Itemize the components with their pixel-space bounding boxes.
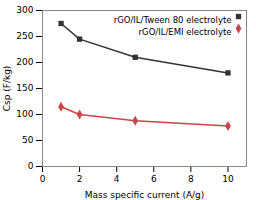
svg-text:4: 4 xyxy=(114,174,120,184)
svg-text:250: 250 xyxy=(16,31,33,41)
svg-text:Csp (F/kg): Csp (F/kg) xyxy=(2,66,12,112)
svg-text:Mass specific current (A/g): Mass specific current (A/g) xyxy=(85,190,205,200)
svg-text:0: 0 xyxy=(40,174,46,184)
svg-text:0: 0 xyxy=(28,161,34,171)
svg-text:2: 2 xyxy=(77,174,83,184)
svg-text:rGO/IL/EMI electrolyte: rGO/IL/EMI electrolyte xyxy=(139,27,232,37)
svg-text:6: 6 xyxy=(151,174,157,184)
svg-text:200: 200 xyxy=(16,57,33,67)
svg-text:150: 150 xyxy=(16,83,33,93)
svg-text:10: 10 xyxy=(222,174,234,184)
svg-text:8: 8 xyxy=(188,174,194,184)
svg-text:50: 50 xyxy=(22,135,34,145)
svg-text:100: 100 xyxy=(16,109,33,119)
svg-text:rGO/IL/Tween 80 electrolyte: rGO/IL/Tween 80 electrolyte xyxy=(114,15,232,25)
svg-text:300: 300 xyxy=(16,5,33,15)
